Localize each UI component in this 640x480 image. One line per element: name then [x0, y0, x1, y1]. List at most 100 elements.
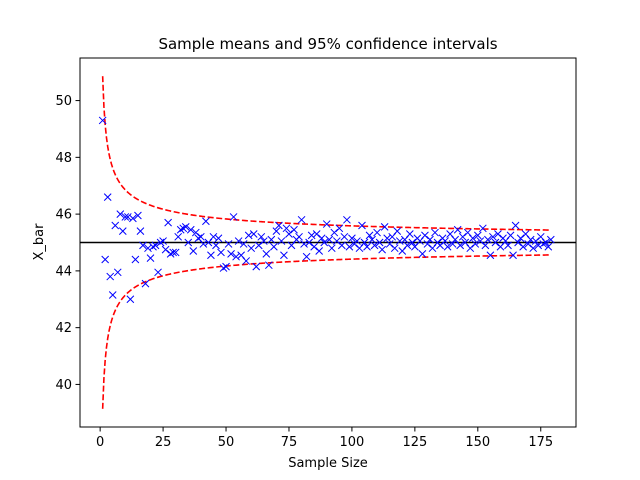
data-point-marker	[375, 238, 384, 247]
data-point-marker	[169, 248, 178, 257]
data-point-marker	[332, 237, 341, 245]
data-point-marker	[139, 241, 147, 250]
data-point-marker	[282, 224, 291, 233]
data-point-marker	[448, 240, 457, 248]
data-point-marker	[202, 217, 210, 226]
data-point-marker	[353, 237, 361, 245]
data-point-marker	[544, 242, 553, 251]
data-point-marker	[378, 245, 386, 254]
data-point-marker	[431, 228, 439, 237]
data-point-marker	[161, 245, 170, 254]
data-point-marker	[345, 242, 354, 251]
data-point-marker	[395, 237, 404, 245]
data-point-marker	[113, 268, 122, 277]
data-point-marker	[370, 241, 379, 250]
data-point-marker	[214, 234, 223, 243]
data-point-marker	[252, 262, 261, 271]
data-point-marker	[295, 232, 303, 241]
data-point-marker	[270, 242, 278, 251]
data-point-marker	[156, 238, 165, 247]
data-point-marker	[267, 235, 276, 244]
data-point-marker	[343, 215, 351, 224]
data-point-marker	[348, 234, 356, 243]
data-point-marker	[491, 238, 500, 247]
data-point-marker	[524, 240, 533, 248]
data-point-marker	[171, 248, 180, 257]
x-axis-label: Sample Size	[288, 456, 368, 471]
data-point-marker	[159, 237, 167, 245]
data-point-marker	[257, 232, 266, 241]
data-point-marker	[179, 224, 188, 233]
data-point-marker	[317, 234, 326, 243]
data-point-marker	[531, 237, 540, 245]
data-point-marker	[486, 251, 495, 260]
data-point-marker	[131, 255, 140, 264]
data-point-marker	[302, 252, 311, 261]
data-point-marker	[312, 230, 321, 238]
data-point-marker	[509, 251, 517, 260]
data-point-marker	[403, 241, 412, 250]
data-point-marker	[393, 227, 402, 235]
data-point-marker	[365, 231, 374, 240]
data-point-marker	[227, 250, 235, 258]
data-point-marker	[539, 240, 548, 248]
data-point-marker	[146, 254, 155, 262]
data-point-marker	[358, 221, 366, 230]
data-point-marker	[373, 228, 381, 237]
data-point-marker	[300, 240, 308, 248]
data-point-marker	[126, 295, 135, 304]
data-point-marker	[149, 242, 157, 251]
data-point-marker	[511, 221, 520, 230]
data-point-marker	[196, 232, 205, 241]
data-point-marker	[305, 238, 313, 247]
ci-lower-bound-line	[101, 254, 551, 409]
data-point-marker	[189, 247, 198, 255]
data-point-marker	[229, 213, 238, 221]
data-point-marker	[546, 235, 555, 244]
data-point-marker	[285, 230, 293, 238]
data-point-marker	[310, 242, 319, 251]
axes-frame	[79, 57, 577, 428]
data-point-marker	[390, 244, 399, 253]
data-point-marker	[280, 251, 288, 260]
data-point-marker	[456, 241, 465, 250]
data-point-marker	[443, 242, 452, 251]
data-point-marker	[103, 193, 112, 201]
data-point-marker	[262, 250, 271, 258]
data-point-marker	[98, 116, 107, 125]
data-point-marker	[363, 242, 371, 251]
data-point-marker	[134, 211, 142, 220]
data-point-marker	[232, 252, 240, 261]
data-point-marker	[322, 220, 331, 228]
y-tick-label: 40	[55, 378, 72, 393]
data-point-marker	[106, 272, 115, 281]
data-point-marker	[212, 241, 220, 250]
y-tick-label: 50	[55, 94, 72, 109]
data-point-marker	[526, 235, 535, 244]
data-point-marker	[191, 228, 200, 237]
data-point-marker	[277, 237, 286, 245]
data-point-marker	[184, 238, 193, 247]
data-point-marker	[272, 227, 281, 235]
plot-area	[80, 76, 576, 409]
data-point-marker	[297, 215, 306, 224]
y-axis-label: X_bar	[32, 223, 47, 261]
data-point-marker	[242, 257, 251, 265]
data-point-marker	[275, 221, 283, 230]
data-point-marker	[519, 242, 527, 251]
data-point-marker	[199, 240, 208, 248]
data-point-marker	[264, 261, 273, 270]
data-point-marker	[118, 227, 127, 235]
data-point-marker	[259, 237, 268, 245]
data-point-marker	[330, 228, 339, 237]
data-point-marker	[166, 250, 175, 258]
data-point-marker	[514, 238, 522, 247]
data-point-marker	[489, 232, 497, 241]
data-point-marker	[315, 247, 324, 255]
data-point-marker	[234, 237, 243, 245]
data-point-marker	[380, 223, 389, 231]
data-point-marker	[478, 224, 487, 233]
data-point-marker	[224, 240, 233, 248]
ci-upper-bound-line	[101, 76, 551, 231]
data-point-marker	[144, 244, 152, 253]
